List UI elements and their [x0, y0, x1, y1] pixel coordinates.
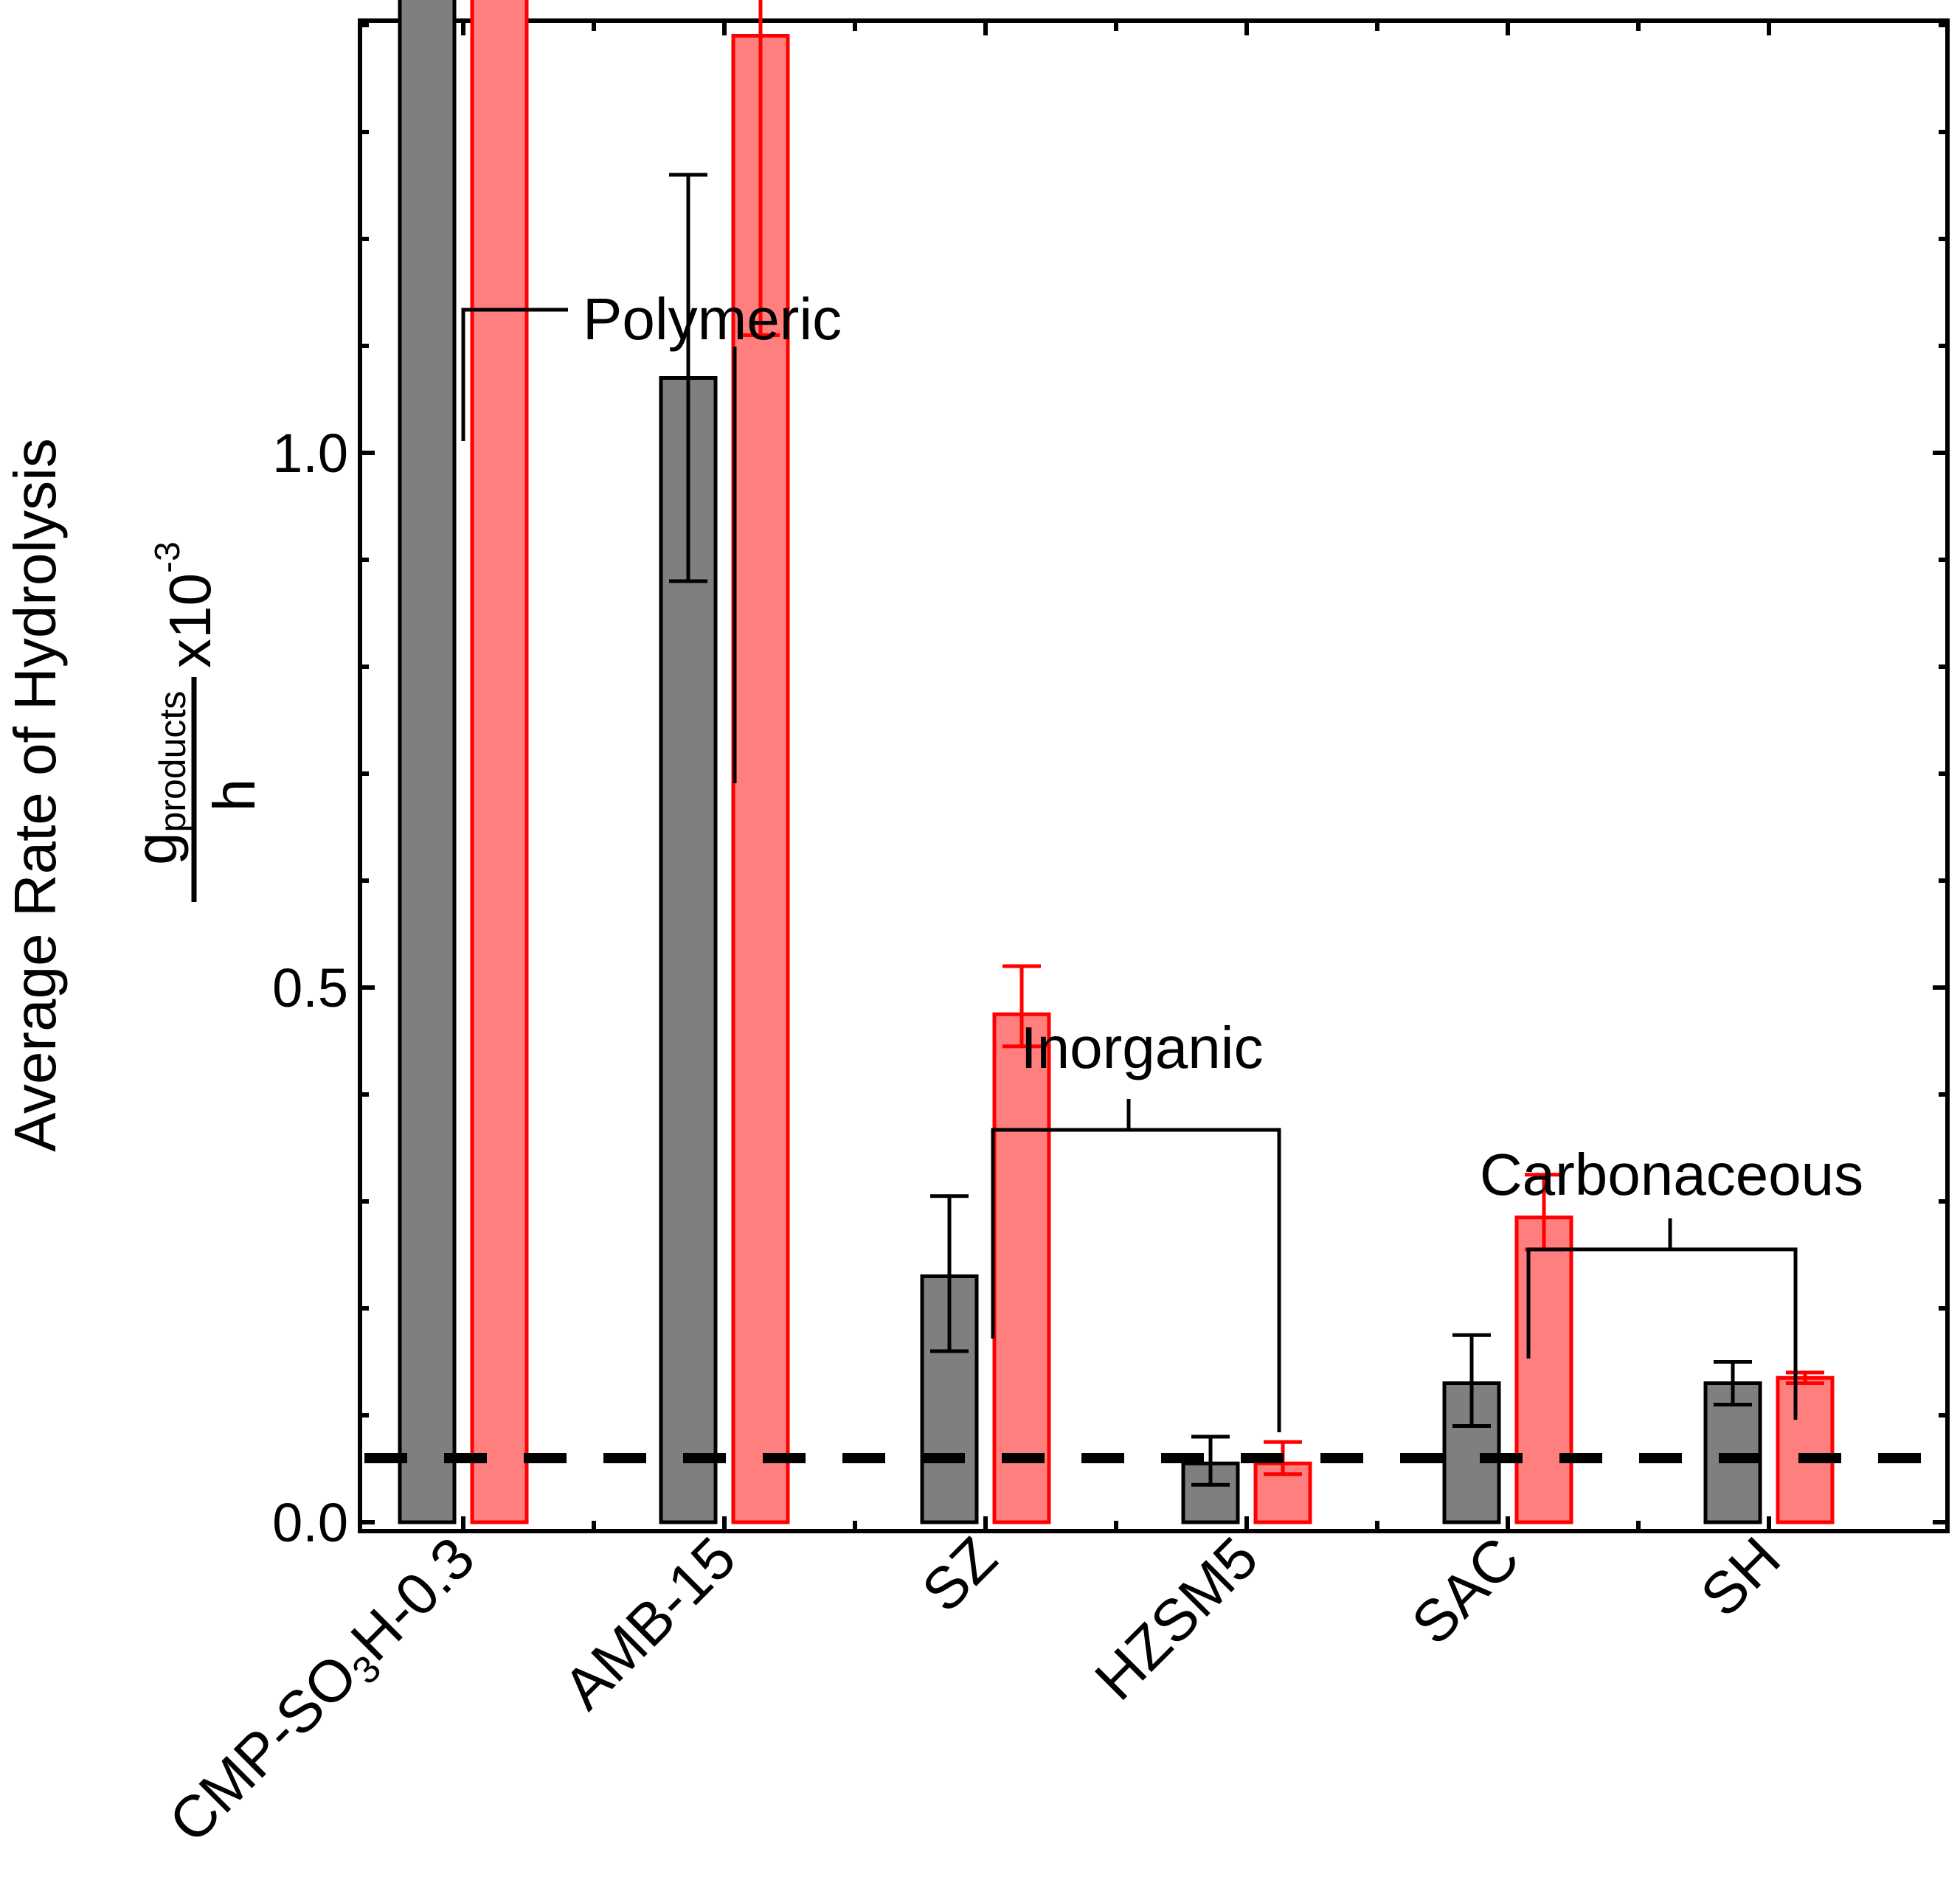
x-category-labels: CMP-SO3H-0.3 AMB-15 SZ HZSM5 SAC SH	[156, 1524, 1793, 1859]
errorbar-series-gray-2	[930, 1194, 969, 1353]
y-axis-label-numerator: gproducts	[123, 691, 193, 865]
annotation-label-carbonaceous: Carbonaceous	[1480, 1142, 1863, 1207]
errorbar-series-gray-3	[1191, 1434, 1230, 1487]
x-category-label: HZSM5	[1082, 1524, 1270, 1713]
errorbar-series-gray-1	[669, 173, 707, 583]
carbonaceous-bracket	[1526, 1218, 1798, 1420]
errorbar-series-red-5	[1786, 1370, 1824, 1385]
bar-series-red-4	[1514, 1215, 1573, 1524]
annotation-label-inorganic: Inorganic	[1020, 1015, 1263, 1080]
y-axis-label-denominator: h	[201, 779, 267, 812]
annotation-label-polymeric: Polymeric	[583, 286, 842, 352]
x-category-label: SAC	[1399, 1524, 1531, 1656]
errorbar-series-red-1	[741, 0, 780, 337]
polymeric-bracket	[461, 308, 737, 783]
x-category-label: SZ	[910, 1524, 1009, 1624]
errorbar-series-gray-4	[1452, 1333, 1491, 1428]
y-axis-label-line1: Average Rate of Hydrolysis	[2, 438, 68, 1152]
bars-layer	[398, 0, 1835, 1524]
annotation-inorganic: Inorganic	[991, 1015, 1281, 1432]
errorbar-series-gray-5	[1714, 1360, 1752, 1406]
y-axis-label: Average Rate of Hydrolysis gproducts h x…	[2, 438, 267, 1152]
bar-series-red-2	[992, 1012, 1051, 1524]
annotation-polymeric: Polymeric	[461, 286, 842, 783]
bar-series-gray-0	[398, 0, 457, 1524]
x-category-label: CMP-SO3H-0.3	[156, 1524, 491, 1859]
x-category-label: AMB-15	[551, 1524, 748, 1721]
y-axis-label-multiplier: x10-3	[148, 541, 223, 668]
inorganic-bracket	[991, 1099, 1281, 1432]
bar-series-red-5	[1776, 1375, 1835, 1524]
plot-frame	[358, 18, 1950, 1533]
y-tick-label: 0.0	[272, 1492, 348, 1553]
y-tick-labels: 0.00.51.01.52.02.5	[272, 423, 348, 1553]
errorbar-series-red-2	[1002, 964, 1041, 1049]
x-category-label: SH	[1689, 1524, 1793, 1629]
y-tick-label: 1.0	[272, 423, 348, 484]
annotation-carbonaceous: Carbonaceous	[1480, 1142, 1863, 1420]
axis-ticks-layer	[360, 21, 1947, 1531]
y-tick-label: 0.5	[272, 957, 348, 1019]
bar-series-red-0	[470, 0, 529, 1524]
